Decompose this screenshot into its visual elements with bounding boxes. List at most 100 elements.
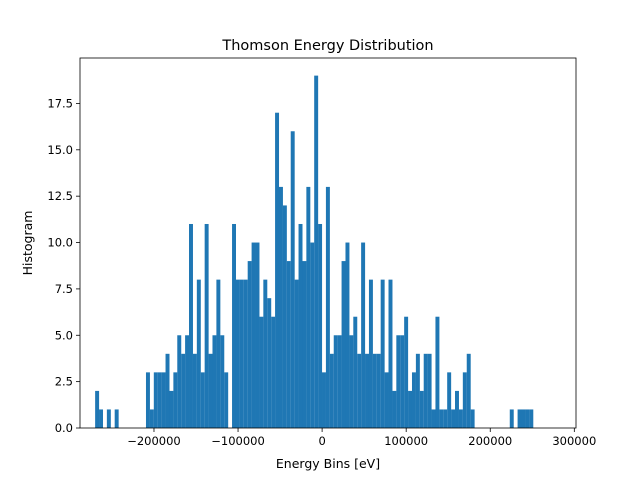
histogram-bar xyxy=(255,242,260,428)
histogram-bar xyxy=(431,409,436,428)
histogram-bar xyxy=(310,242,315,428)
histogram-bar xyxy=(275,112,280,429)
histogram-bar xyxy=(106,409,111,428)
histogram-bar xyxy=(404,316,409,428)
x-tick-label: −200000 xyxy=(127,434,181,448)
histogram-bar xyxy=(368,279,373,428)
histogram-bar xyxy=(278,186,283,428)
histogram-bar xyxy=(384,372,389,428)
histogram-bar xyxy=(400,335,405,428)
histogram-bar xyxy=(388,279,393,428)
histogram-bar xyxy=(396,335,401,428)
histogram-bar xyxy=(196,279,201,428)
histogram-bar xyxy=(306,186,311,428)
histogram-bar xyxy=(294,279,299,428)
histogram-bar xyxy=(286,261,291,428)
y-tick-label: 5.0 xyxy=(55,328,73,342)
histogram-bar xyxy=(318,223,323,428)
histogram-bar xyxy=(345,242,350,428)
histogram-bar xyxy=(95,390,100,428)
histogram-bar xyxy=(380,279,385,428)
histogram-bar xyxy=(408,390,413,428)
histogram-bar xyxy=(329,353,334,428)
histogram-bar xyxy=(302,261,307,428)
x-tick-label: −100000 xyxy=(211,434,265,448)
histogram-bar xyxy=(376,353,381,428)
x-tick-label: 0 xyxy=(318,434,325,448)
histogram-bar xyxy=(529,409,534,428)
histogram-bar xyxy=(169,390,174,428)
histogram-bar xyxy=(392,390,397,428)
x-axis-label: Energy Bins [eV] xyxy=(276,456,380,471)
histogram-bar xyxy=(251,242,256,428)
y-axis-label: Histogram xyxy=(20,211,35,276)
y-tick-label: 0.0 xyxy=(55,421,73,435)
histogram-bar xyxy=(192,353,197,428)
histogram-bar xyxy=(185,335,190,428)
histogram-bar xyxy=(177,335,182,428)
y-axis-ticks: 0.0 2.5 5.0 7.5 10.0 12.5 15.0 17.5 xyxy=(47,96,80,435)
histogram-bar xyxy=(349,335,354,428)
histogram-bar xyxy=(235,279,240,428)
histogram-bar xyxy=(224,372,229,428)
histogram-bar xyxy=(220,335,225,428)
histogram-bar xyxy=(525,409,530,428)
y-tick-label: 7.5 xyxy=(55,282,73,296)
histogram-bar xyxy=(455,390,459,428)
y-tick-label: 10.0 xyxy=(47,236,73,250)
histogram-bar xyxy=(204,223,209,428)
x-tick-label: 100000 xyxy=(384,434,428,448)
histogram-bar xyxy=(200,372,205,428)
histogram-bar xyxy=(189,223,193,428)
histogram-bar xyxy=(216,279,221,428)
histogram-bar xyxy=(333,335,338,428)
histogram-bar xyxy=(181,353,186,428)
histogram-bar xyxy=(298,223,303,428)
histogram-bar xyxy=(247,261,252,428)
histogram-bar xyxy=(271,316,276,428)
histogram-bar xyxy=(173,372,178,428)
x-axis-ticks: −200000 −100000 0 100000 200000 300000 xyxy=(127,428,596,448)
histogram-bar xyxy=(443,409,448,428)
x-tick-label: 300000 xyxy=(552,434,596,448)
histogram-bar xyxy=(415,353,420,428)
histogram-bar xyxy=(353,316,358,428)
histogram-bar xyxy=(435,316,440,428)
histogram-bar xyxy=(145,372,150,428)
chart-title: Thomson Energy Distribution xyxy=(221,38,433,54)
histogram-bar xyxy=(423,353,428,428)
histogram-bar xyxy=(337,335,342,428)
histogram-bar xyxy=(290,131,295,428)
x-tick-label: 200000 xyxy=(468,434,512,448)
histogram-bar xyxy=(341,261,346,428)
histogram-bar xyxy=(232,223,236,428)
histogram-bar xyxy=(361,242,366,428)
histogram-bar xyxy=(314,75,319,429)
histogram-bar xyxy=(239,279,244,428)
histogram-bar xyxy=(517,409,522,428)
histogram-bar xyxy=(322,372,326,428)
histogram-bar xyxy=(372,353,377,428)
histogram-bar xyxy=(157,372,162,428)
plot-frame xyxy=(79,57,577,429)
histogram-bar xyxy=(208,353,213,428)
histogram-bar xyxy=(521,409,526,428)
histogram-bar xyxy=(365,353,369,428)
histogram-bar xyxy=(243,279,248,428)
histogram-bar xyxy=(325,186,330,428)
y-tick-label: 2.5 xyxy=(55,375,73,389)
histogram-bars xyxy=(95,75,534,429)
histogram-bar xyxy=(427,353,432,428)
histogram-bar xyxy=(451,409,456,428)
histogram-bar xyxy=(458,409,463,428)
y-tick-label: 12.5 xyxy=(47,189,73,203)
histogram-bar xyxy=(357,353,362,428)
histogram-bar xyxy=(447,372,452,428)
histogram-bar xyxy=(411,372,416,428)
histogram-bar xyxy=(509,409,514,428)
histogram-bar xyxy=(212,335,217,428)
histogram-bar xyxy=(114,409,119,428)
histogram-bar xyxy=(161,372,166,428)
histogram-bar xyxy=(462,372,467,428)
